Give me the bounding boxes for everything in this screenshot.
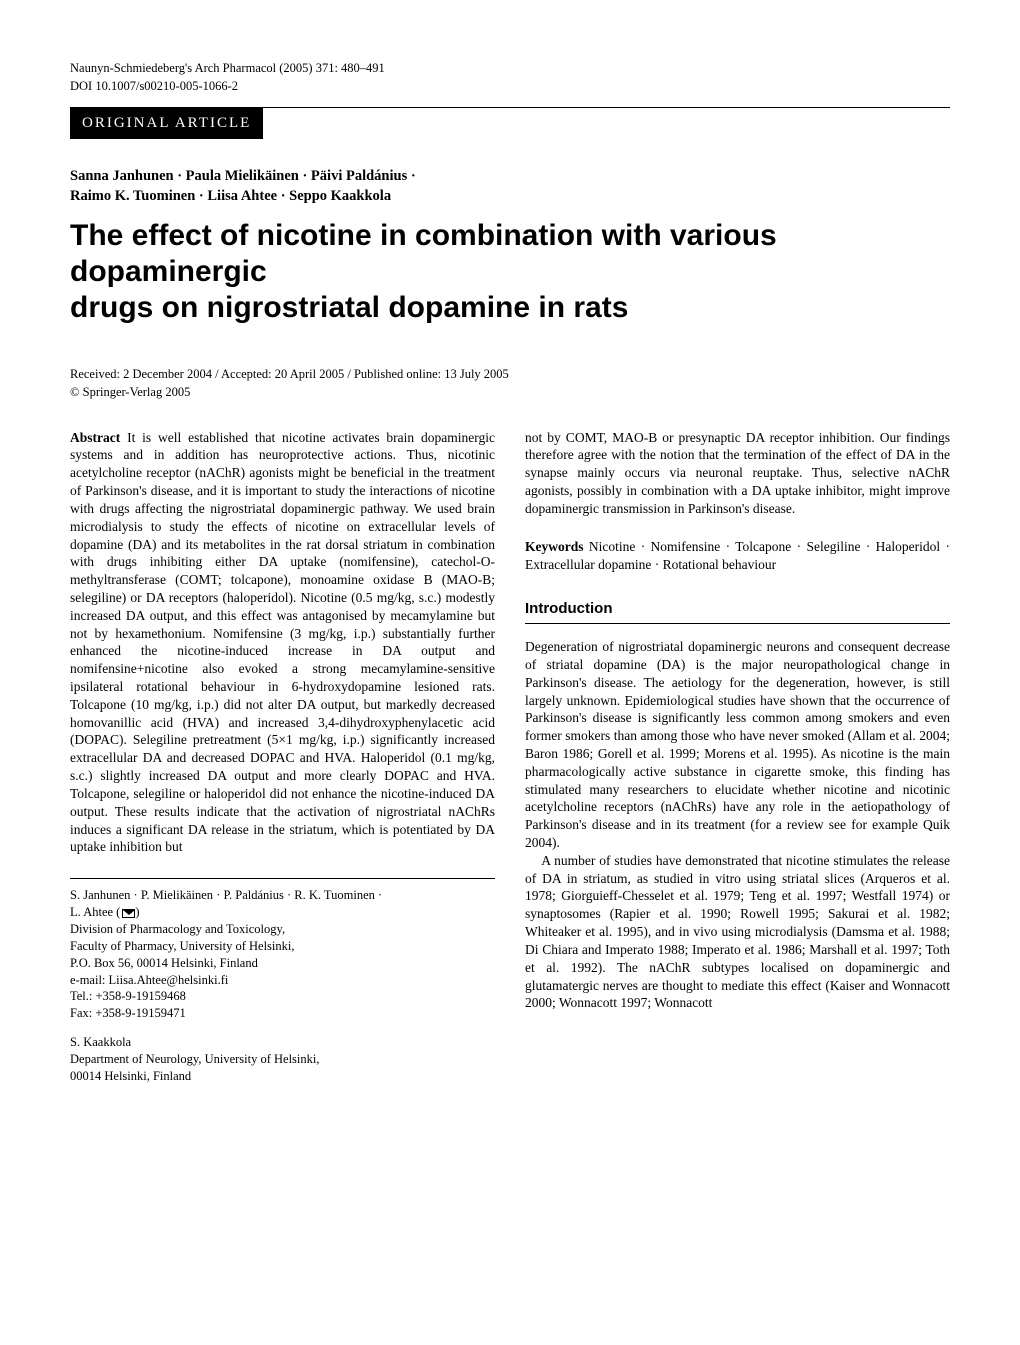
body-columns: Abstract It is well established that nic… [70,429,950,1097]
affiliation2-address: 00014 Helsinki, Finland [70,1068,495,1085]
author-list: Sanna Janhunen · Paula Mielikäinen · Päi… [70,167,950,206]
keywords-label: Keywords [525,539,584,554]
introduction-rule [525,623,950,624]
publication-dates: Received: 2 December 2004 / Accepted: 20… [70,366,950,382]
intro-paragraph-2: A number of studies have demonstrated th… [525,852,950,1012]
affiliation1-email: e-mail: Liisa.Ahtee@helsinki.fi [70,972,495,989]
affiliation1-fax: Fax: +358-9-19159471 [70,1005,495,1022]
abstract-text: It is well established that nicotine act… [70,430,495,855]
affiliation-block-1: S. Janhunen · P. Mielikäinen · P. Paldán… [70,887,495,1085]
affiliation-block-2: S. Kaakkola Department of Neurology, Uni… [70,1034,495,1085]
abstract-paragraph: Abstract It is well established that nic… [70,429,495,857]
article-title: The effect of nicotine in combination wi… [70,218,950,326]
abstract-label: Abstract [70,430,120,445]
introduction-heading: Introduction [525,599,950,619]
affiliation2-dept: Department of Neurology, University of H… [70,1051,495,1068]
keywords-text: Nicotine · Nomifensine · Tolcapone · Sel… [525,539,950,572]
left-column: Abstract It is well established that nic… [70,429,495,1097]
affiliation1-tel: Tel.: +358-9-19159468 [70,988,495,1005]
journal-citation: Naunyn-Schmiedeberg's Arch Pharmacol (20… [70,60,950,76]
affiliation1-address: P.O. Box 56, 00014 Helsinki, Finland [70,955,495,972]
footnote-rule [70,878,495,879]
corresponding-close: ) [135,905,139,919]
copyright: © Springer-Verlag 2005 [70,384,950,400]
title-line-2: drugs on nigrostriatal dopamine in rats [70,291,628,324]
abstract-continuation: not by COMT, MAO-B or presynaptic DA rec… [525,429,950,518]
authors-line-1: Sanna Janhunen · Paula Mielikäinen · Päi… [70,168,416,184]
right-column: not by COMT, MAO-B or presynaptic DA rec… [525,429,950,1097]
affiliation1-faculty: Faculty of Pharmacy, University of Helsi… [70,938,495,955]
authors-line-2: Raimo K. Tuominen · Liisa Ahtee · Seppo … [70,188,391,204]
doi: DOI 10.1007/s00210-005-1066-2 [70,78,950,94]
corresponding-author: L. Ahtee ( [70,905,120,919]
affiliation1-dept: Division of Pharmacology and Toxicology, [70,921,495,938]
affiliation2-author: S. Kaakkola [70,1034,495,1051]
title-line-1: The effect of nicotine in combination wi… [70,219,777,288]
journal-header: Naunyn-Schmiedeberg's Arch Pharmacol (20… [70,60,950,95]
corresponding-author-line: L. Ahtee () [70,904,495,921]
affiliation1-authors: S. Janhunen · P. Mielikäinen · P. Paldán… [70,887,495,904]
keywords-paragraph: Keywords Nicotine · Nomifensine · Tolcap… [525,538,950,574]
article-type-banner: ORIGINAL ARTICLE [70,108,263,140]
intro-paragraph-1: Degeneration of nigrostriatal dopaminerg… [525,638,950,852]
envelope-icon [122,909,135,918]
